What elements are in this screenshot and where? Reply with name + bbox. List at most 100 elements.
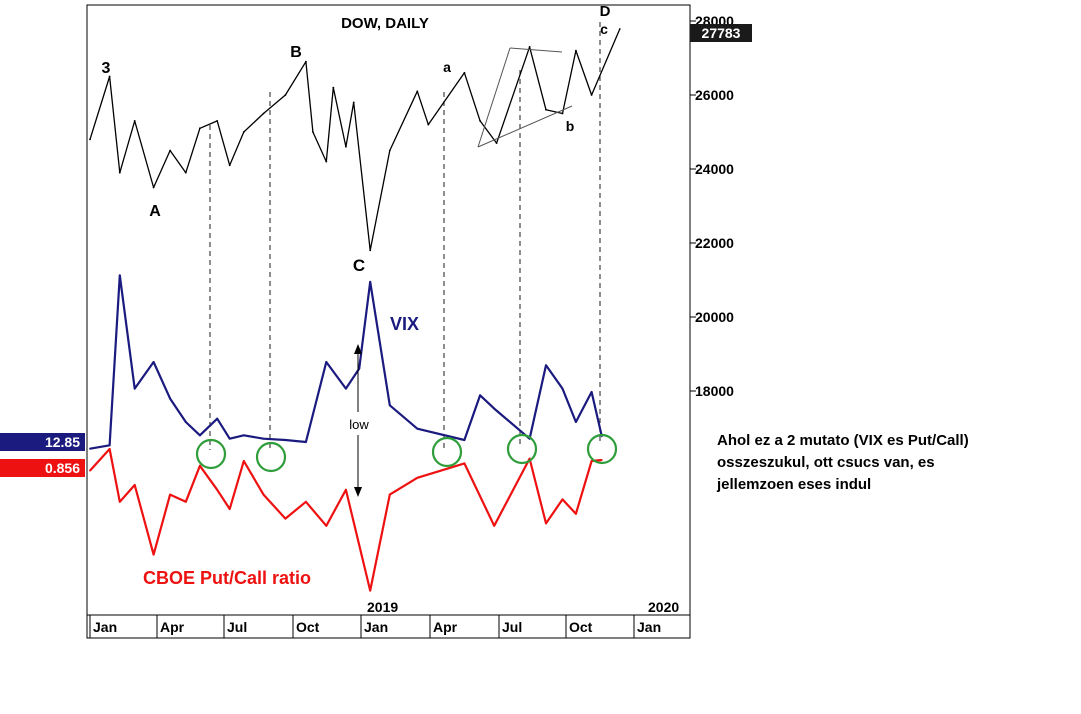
data-point bbox=[216, 120, 219, 122]
data-point bbox=[133, 387, 136, 390]
x-tick-label: Oct bbox=[569, 619, 593, 635]
data-point bbox=[305, 60, 307, 63]
wave-label: 3 bbox=[102, 60, 111, 77]
data-point bbox=[89, 469, 91, 472]
data-point bbox=[118, 171, 121, 174]
data-point bbox=[345, 488, 347, 491]
data-point bbox=[561, 112, 564, 115]
wedge-line bbox=[477, 47, 511, 148]
low-label: low bbox=[349, 417, 369, 432]
vix-value-badge bbox=[0, 433, 85, 451]
data-point bbox=[262, 437, 265, 440]
x-tick-label: Jul bbox=[227, 619, 247, 635]
convergence-circle bbox=[431, 436, 463, 468]
data-point bbox=[369, 589, 372, 592]
arrow-up-head bbox=[354, 344, 362, 354]
data-point bbox=[388, 404, 391, 407]
data-point bbox=[427, 123, 430, 126]
data-point bbox=[575, 421, 577, 423]
y-tick-label: 20000 bbox=[695, 309, 734, 325]
data-point bbox=[618, 28, 621, 30]
data-point bbox=[152, 361, 155, 363]
chart-container: DOW, DAILY 28000 26000 24000 22000 20000 1800… bbox=[0, 3, 752, 639]
x-tick-label: Jan bbox=[93, 619, 117, 635]
data-point bbox=[262, 493, 265, 496]
data-point bbox=[416, 476, 419, 479]
x-tick-label: Jan bbox=[637, 619, 661, 635]
arrow-down-head bbox=[354, 487, 362, 497]
putcall-series-label: CBOE Put/Call ratio bbox=[143, 568, 311, 588]
dow-vix-putcall-chart: DOW, DAILY 28000260002400022000200001800… bbox=[0, 3, 752, 639]
series-line-dow bbox=[89, 28, 621, 252]
year-label: 2019 bbox=[367, 599, 398, 615]
data-point bbox=[325, 524, 328, 527]
series-group bbox=[89, 28, 621, 592]
data-point bbox=[133, 120, 136, 122]
data-point bbox=[199, 434, 201, 437]
data-point bbox=[312, 131, 314, 133]
data-point bbox=[388, 149, 391, 152]
data-point bbox=[600, 459, 603, 461]
data-point bbox=[284, 439, 287, 441]
y-tick-label: 24000 bbox=[695, 161, 734, 177]
data-point bbox=[463, 71, 466, 74]
x-tick-label: Apr bbox=[160, 619, 185, 635]
data-point bbox=[561, 387, 564, 390]
data-point bbox=[242, 131, 245, 133]
annotations: 3 A B Ca b cD VIX CBOE Put/Call ratio low bbox=[102, 3, 611, 588]
wedge-line bbox=[477, 105, 573, 148]
data-point bbox=[575, 49, 577, 52]
data-point bbox=[325, 361, 328, 363]
data-point bbox=[169, 493, 172, 496]
data-point bbox=[528, 457, 531, 460]
data-point bbox=[416, 427, 419, 430]
data-point bbox=[369, 281, 372, 283]
data-point bbox=[184, 500, 187, 503]
convergence-circle bbox=[506, 433, 538, 465]
data-point bbox=[575, 512, 577, 515]
putcall-value-badge bbox=[0, 459, 85, 477]
data-point bbox=[133, 484, 136, 486]
wave-label: B bbox=[290, 44, 302, 61]
data-point bbox=[108, 444, 111, 447]
data-point bbox=[463, 439, 466, 441]
data-point bbox=[152, 553, 155, 556]
plot-frame bbox=[86, 4, 691, 616]
convergence-circle bbox=[255, 441, 287, 473]
x-tick-label: Oct bbox=[296, 619, 320, 635]
data-point bbox=[89, 447, 91, 450]
data-point bbox=[545, 522, 547, 525]
dashed-guide-lines bbox=[209, 22, 601, 452]
data-point bbox=[184, 421, 187, 423]
last-price-label: 27783 bbox=[702, 25, 741, 41]
data-point bbox=[325, 160, 328, 163]
data-point bbox=[332, 86, 335, 89]
putcall-value-label: 0.856 bbox=[45, 460, 80, 476]
chart-title: DOW, DAILY bbox=[341, 15, 429, 32]
wave-label: A bbox=[149, 203, 161, 220]
year-label: 2020 bbox=[648, 599, 679, 615]
convergence-circle bbox=[586, 433, 618, 465]
data-point bbox=[345, 387, 347, 390]
data-point bbox=[108, 75, 111, 78]
data-point bbox=[528, 46, 531, 48]
wave-label: C bbox=[353, 256, 365, 275]
y-tick-label: 22000 bbox=[695, 235, 734, 251]
wave-label: D bbox=[600, 3, 611, 20]
last-price-badge bbox=[690, 24, 752, 42]
data-point bbox=[561, 498, 564, 501]
x-tick-label: Jan bbox=[364, 619, 388, 635]
data-point bbox=[545, 364, 547, 367]
data-point bbox=[216, 488, 219, 491]
x-tick-label: Jul bbox=[502, 619, 522, 635]
wave-label: b bbox=[566, 118, 575, 134]
data-point bbox=[545, 108, 547, 111]
data-point bbox=[284, 94, 287, 96]
data-point bbox=[262, 112, 265, 115]
data-point bbox=[169, 149, 172, 152]
data-point bbox=[352, 101, 355, 104]
vix-value-label: 12.85 bbox=[45, 434, 80, 450]
data-point bbox=[493, 524, 496, 527]
x-axis-band bbox=[86, 614, 691, 639]
